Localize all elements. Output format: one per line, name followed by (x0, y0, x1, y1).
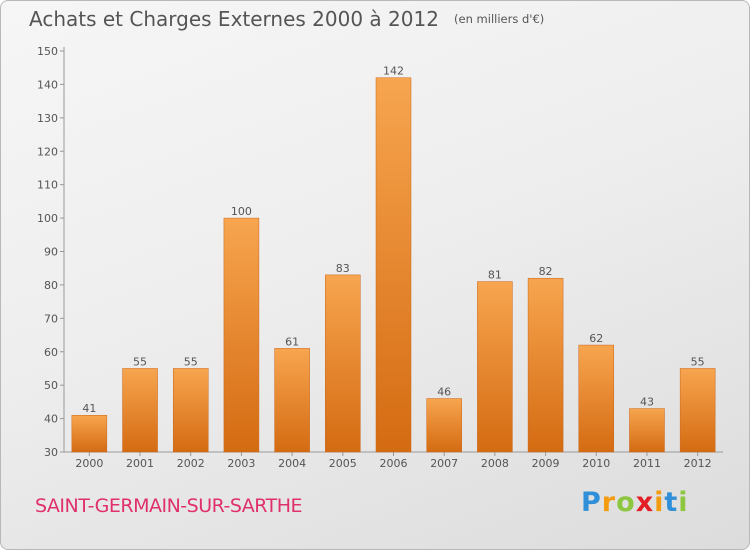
logo-letter: i (654, 487, 665, 518)
bar-value-label: 55 (133, 355, 147, 368)
bar-2009 (527, 277, 564, 453)
x-tick-label: 2004 (278, 457, 306, 470)
x-tick-label: 2007 (430, 457, 458, 470)
bar-2003 (223, 217, 260, 453)
bar-2001 (122, 368, 158, 453)
bar-value-label: 46 (437, 386, 451, 399)
bar-value-label: 43 (640, 396, 654, 409)
y-tick-label: 120 (37, 145, 58, 158)
logo-letter: o (616, 487, 636, 518)
bar-2004 (274, 348, 310, 453)
bar-value-label: 142 (383, 65, 404, 78)
y-tick-label: 70 (44, 312, 58, 325)
x-tick-label: 2003 (227, 457, 255, 470)
y-tick-label: 50 (44, 379, 58, 392)
x-tick-label: 2010 (582, 457, 610, 470)
x-tick-label: 2001 (126, 457, 154, 470)
x-tick-label: 2006 (380, 457, 408, 470)
bar-value-label: 55 (691, 355, 705, 368)
bar-value-label: 100 (231, 205, 252, 218)
bar-2000 (71, 414, 108, 453)
unit-note: (en milliers d'€) (454, 12, 545, 26)
y-tick-label: 110 (37, 179, 58, 192)
x-tick-label: 2008 (481, 457, 509, 470)
bar-value-label: 41 (82, 402, 96, 415)
logo-letter: t (664, 487, 679, 518)
bar-2002 (172, 368, 209, 453)
bar-value-label: 83 (336, 262, 350, 275)
x-tick-label: 2005 (329, 457, 357, 470)
proxiti-logo: Proxiti (581, 487, 689, 518)
bar-2005 (325, 274, 361, 453)
y-tick-label: 130 (37, 112, 58, 125)
y-tick-label: 140 (37, 78, 58, 91)
x-tick-label: 2000 (75, 457, 103, 470)
y-axis: 30 40 50 60 70 80 90 100 110 120 130 140 150 (37, 45, 65, 459)
bar-value-label: 62 (589, 332, 603, 345)
y-tick-label: 100 (37, 212, 58, 225)
y-tick-label: 150 (37, 45, 58, 58)
bar-value-label: 82 (539, 265, 553, 278)
bar-value-label: 81 (488, 269, 502, 282)
bars: 41 55 55 100 61 83 142 46 81 82 62 43 55 (71, 65, 716, 453)
logo-letter: i (678, 487, 689, 518)
x-axis: 2000 2001 2002 2003 2004 2005 2006 2007 2008 2009… (64, 451, 723, 470)
y-tick-label: 30 (44, 446, 58, 459)
y-tick-label: 90 (44, 246, 58, 259)
x-tick-label: 2002 (177, 457, 205, 470)
bar-2006 (375, 77, 412, 453)
bar-2008 (477, 281, 513, 453)
commune-name: SAINT-GERMAIN-SUR-SARTHE (35, 495, 303, 517)
y-tick-label: 40 (44, 413, 58, 426)
x-tick-label: 2012 (684, 457, 712, 470)
logo-letter: x (635, 487, 655, 518)
y-tick-label: 60 (44, 346, 58, 359)
bar-2012 (679, 368, 716, 453)
chart-title: Achats et Charges Externes 2000 à 2012 (29, 7, 439, 31)
bar-2011 (629, 408, 665, 453)
y-tick-label: 80 (44, 279, 58, 292)
bar-value-label: 55 (184, 355, 198, 368)
bar-value-label: 61 (285, 335, 299, 348)
bar-2007 (426, 398, 462, 453)
x-tick-label: 2011 (633, 457, 661, 470)
logo-letter: r (601, 487, 617, 518)
bar-2010 (578, 344, 615, 453)
title-row: Achats et Charges Externes 2000 à 2012 (… (29, 7, 544, 31)
x-tick-label: 2009 (532, 457, 560, 470)
logo-letter: P (581, 487, 602, 518)
